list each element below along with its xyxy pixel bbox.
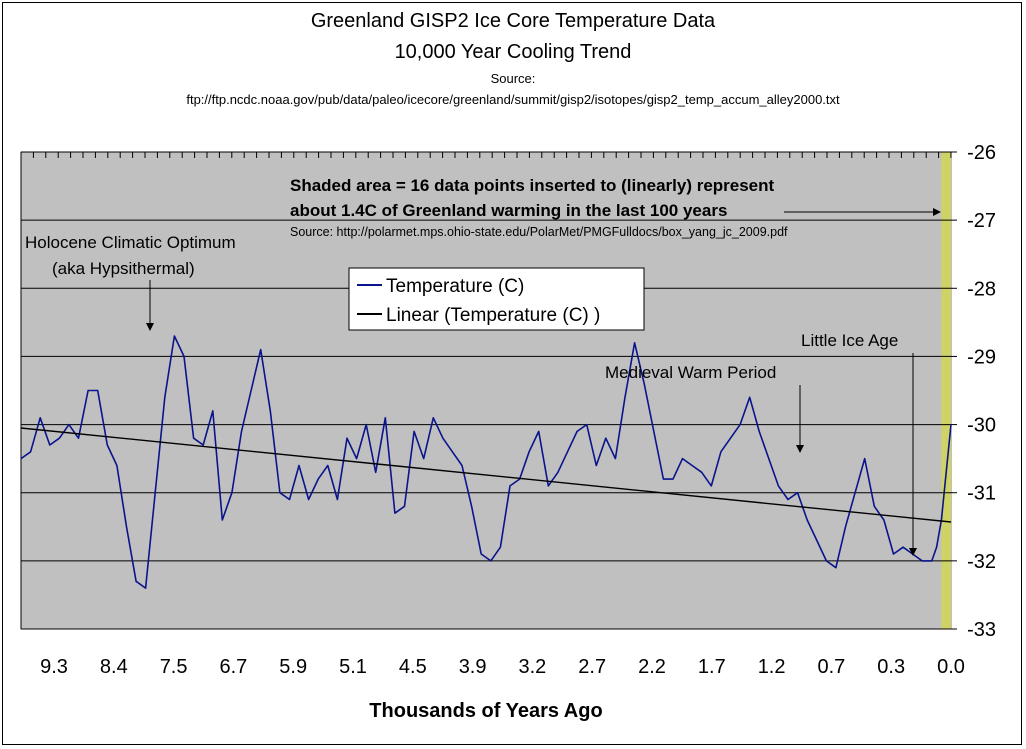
annotation-shaded-source: Source: http://polarmet.mps.ohio-state.e… — [290, 225, 788, 239]
legend-box — [348, 267, 645, 331]
x-tick-label: 7.5 — [160, 656, 188, 678]
x-axis-label: Thousands of Years Ago — [369, 700, 602, 722]
x-tick-label: 5.1 — [339, 656, 367, 678]
y-tick-label: -32 — [967, 551, 996, 573]
linear-trend-line — [20, 427, 952, 523]
x-tick-label: 3.2 — [518, 656, 546, 678]
x-tick-label: 2.2 — [638, 656, 666, 678]
source-url: ftp://ftp.ncdc.noaa.gov/pub/data/paleo/i… — [186, 92, 840, 107]
x-tick-label: 1.2 — [758, 656, 786, 678]
y-tick-label: -30 — [967, 415, 996, 437]
chart-subtitle: 10,000 Year Cooling Trend — [394, 41, 632, 63]
annotation-hypsithermal: (aka Hypsithermal) — [52, 259, 195, 278]
plot-area — [20, 151, 952, 630]
y-tick-label: -28 — [967, 278, 996, 300]
annotation-medieval: Medieval Warm Period — [605, 363, 776, 382]
x-tick-label: 8.4 — [100, 656, 128, 678]
x-tick-label: 1.7 — [698, 656, 726, 678]
annotation-shaded-line1: Shaded area = 16 data points inserted to… — [290, 176, 775, 195]
y-tick-label: -29 — [967, 346, 996, 368]
source-label: Source: — [490, 71, 536, 86]
y-tick-label: -27 — [967, 210, 996, 232]
y-tick-label: -31 — [967, 483, 996, 505]
shaded-warming-region — [941, 152, 951, 629]
x-tick-label: 9.3 — [40, 656, 68, 678]
x-tick-label: 0.3 — [877, 656, 905, 678]
annotation-holocene: Holocene Climatic Optimum — [25, 233, 236, 252]
legend-entry: Temperature (C) — [386, 276, 524, 297]
x-tick-label: 0.0 — [937, 656, 965, 678]
y-tick-label: -33 — [967, 619, 996, 641]
temperature-series-line — [20, 335, 952, 589]
x-tick-label: 6.7 — [219, 656, 247, 678]
legend-entry: Linear (Temperature (C) ) — [386, 305, 600, 326]
x-tick-label: 3.9 — [459, 656, 487, 678]
annotation-shaded-line2: about 1.4C of Greenland warming in the l… — [290, 201, 727, 220]
y-tick-label: -26 — [967, 142, 996, 164]
x-tick-label: 4.5 — [399, 656, 427, 678]
chart-title: Greenland GISP2 Ice Core Temperature Dat… — [310, 10, 716, 32]
x-tick-label: 0.7 — [817, 656, 845, 678]
x-tick-label: 2.7 — [578, 656, 606, 678]
annotation-little-ice-age: Little Ice Age — [801, 331, 898, 350]
x-tick-label: 5.9 — [279, 656, 307, 678]
